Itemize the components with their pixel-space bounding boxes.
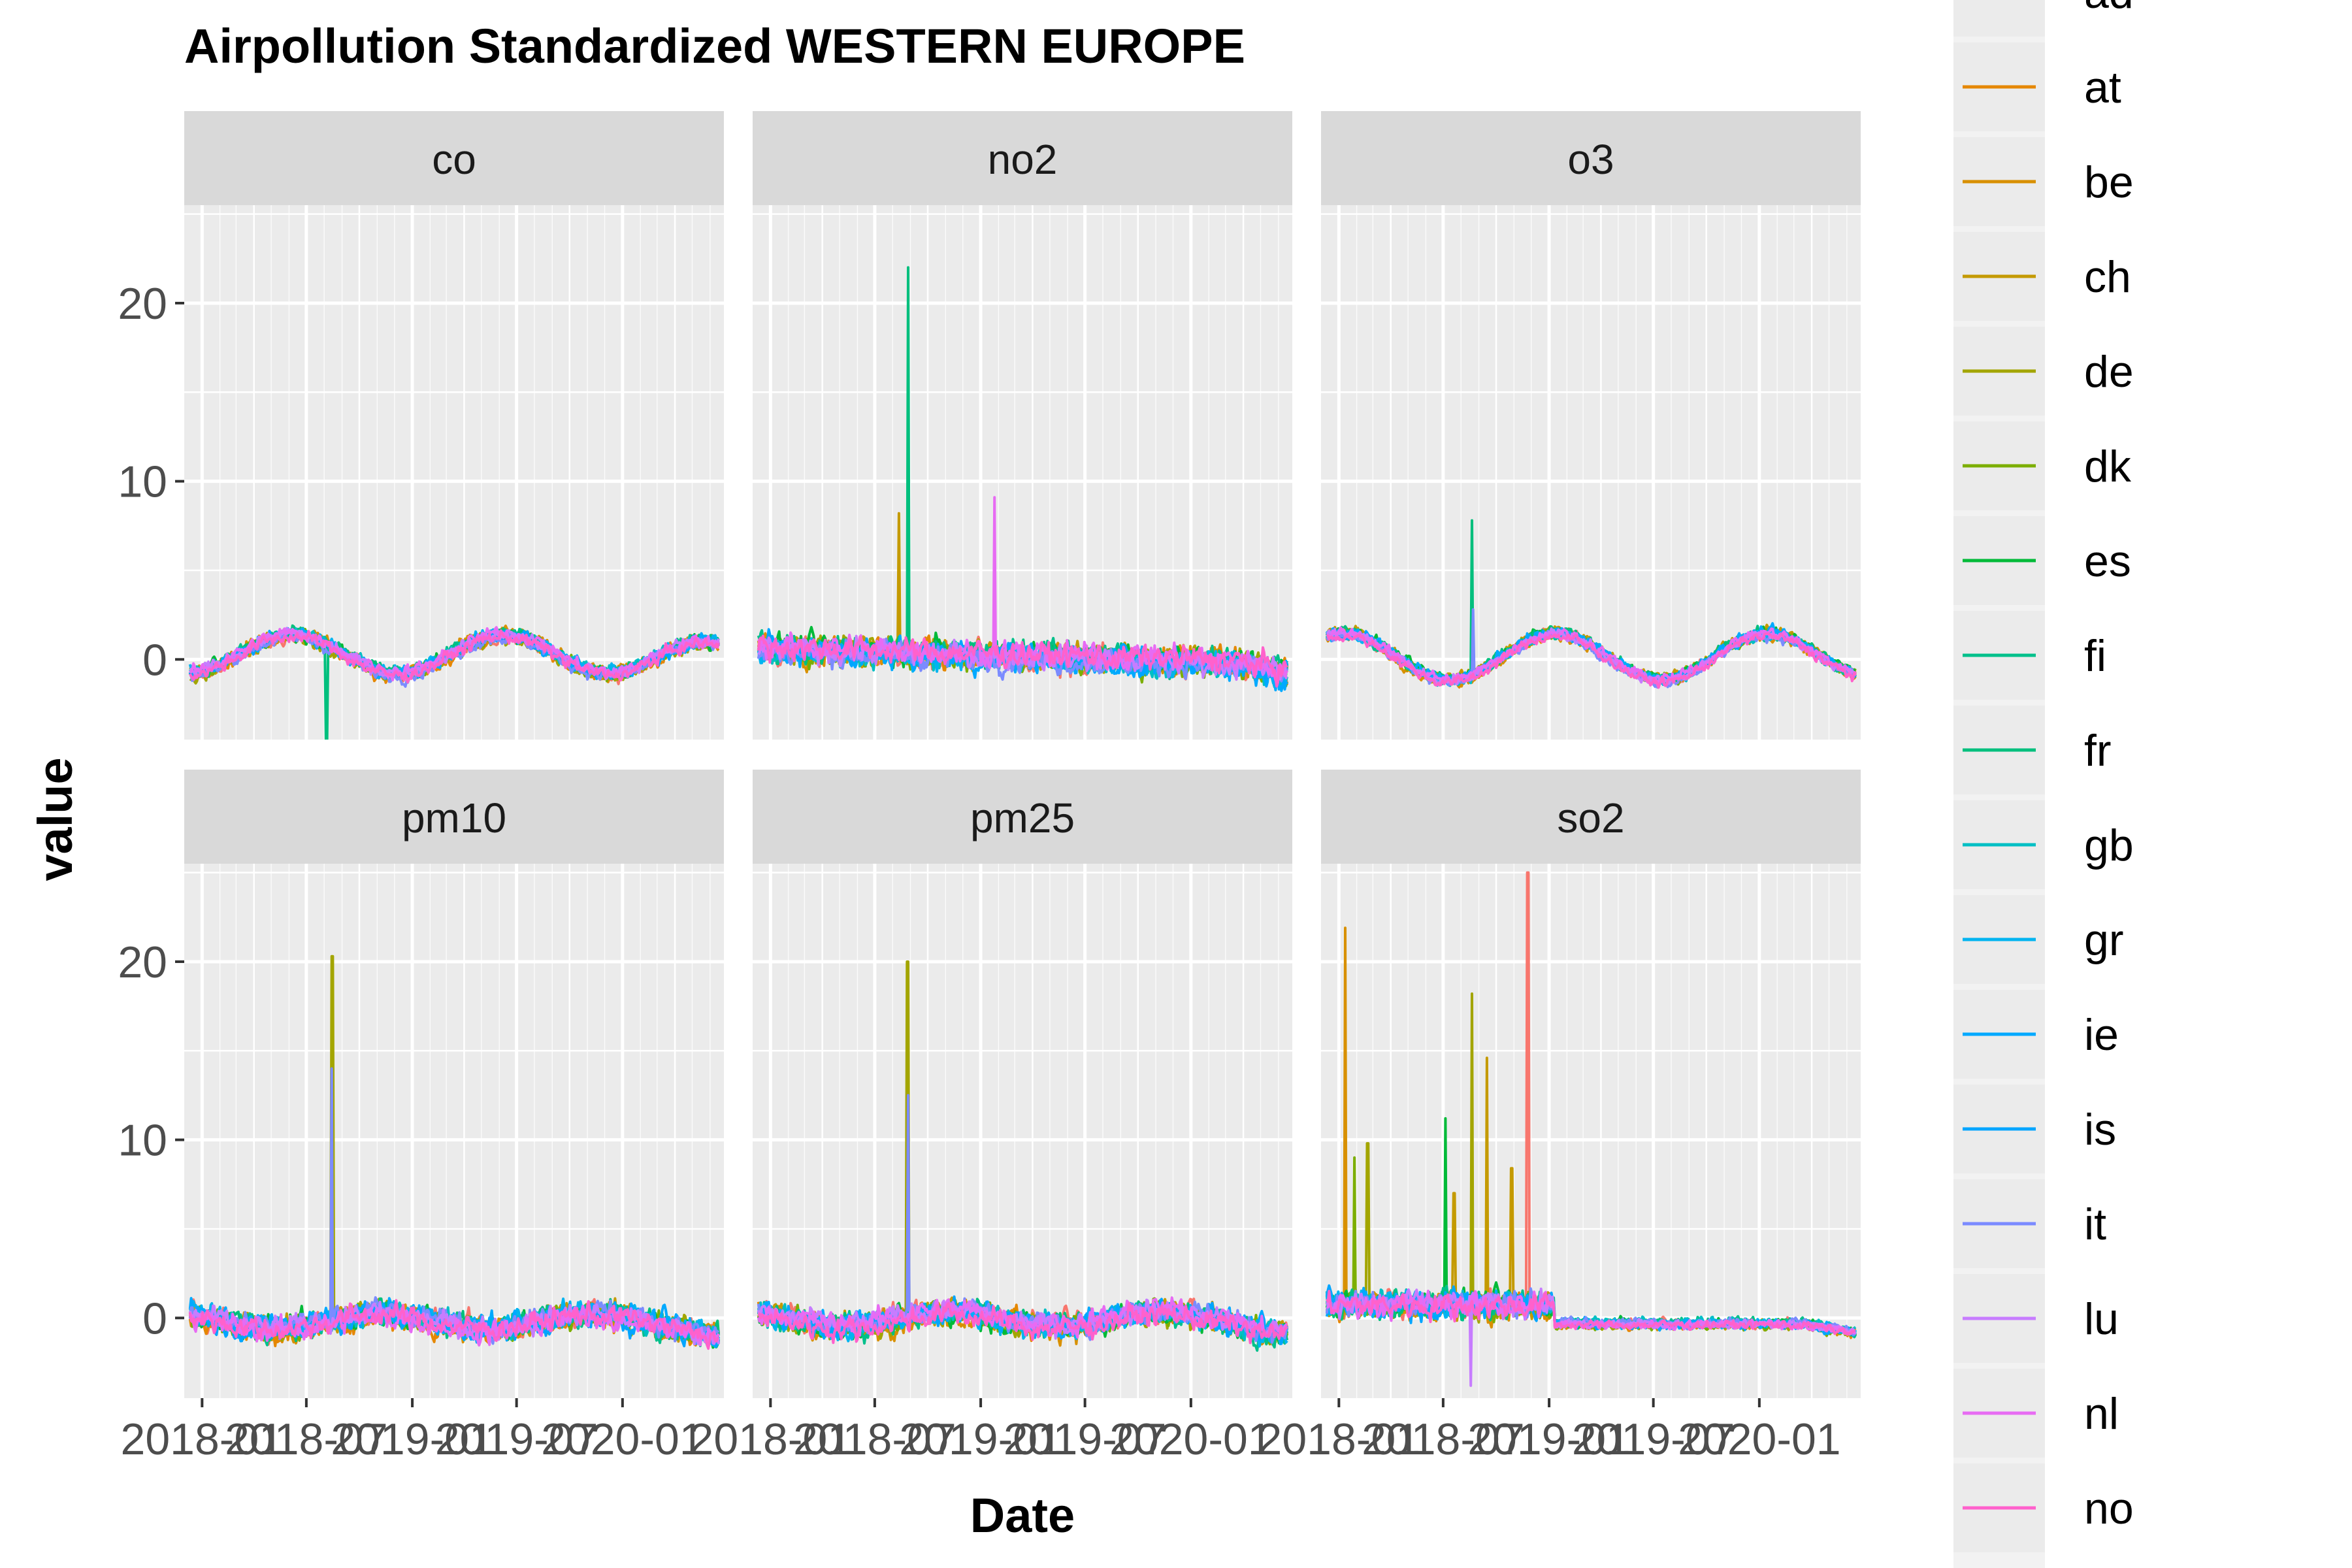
legend-item-it: it	[1953, 1179, 2106, 1268]
series-line-no	[1326, 632, 1857, 689]
x-tick-label: 2019-01	[899, 1414, 1062, 1464]
facet-strip	[753, 770, 1292, 864]
series-lines	[188, 624, 721, 740]
legend-label: ie	[2084, 1010, 2119, 1060]
series-line-no	[189, 629, 721, 684]
y-tick-label: 10	[118, 457, 167, 507]
series-lines	[757, 266, 1289, 693]
facet-strip	[1321, 111, 1861, 205]
x-tick-label: 2020-01	[541, 1414, 704, 1464]
legend-label: at	[2084, 63, 2121, 112]
legend-item-be: be	[1953, 137, 2134, 226]
y-axis-label: value	[28, 757, 82, 881]
legend-item-es: es	[1953, 516, 2131, 605]
series-lines	[1325, 871, 1857, 1387]
legend-item-is: is	[1953, 1085, 2116, 1173]
legend: ad at be ch de dk es fi fr gb gr ie is it lu nl no	[1953, 0, 2134, 1568]
legend-label: is	[2084, 1105, 2116, 1154]
x-tick-label: 2018-07	[793, 1414, 956, 1464]
legend-label: es	[2084, 536, 2131, 586]
y-tick-label: 0	[142, 1294, 167, 1343]
series-line-lu	[188, 1300, 721, 1346]
series-lines	[1325, 519, 1857, 689]
legend-label: dk	[2084, 442, 2132, 491]
facet-label: so2	[1557, 794, 1624, 841]
x-tick-label: 2020-01	[1678, 1414, 1841, 1464]
x-tick-label: 2018-01	[1258, 1414, 1421, 1464]
legend-item-no: no	[1953, 1463, 2134, 1552]
legend-item-ie: ie	[1953, 990, 2119, 1079]
legend-label: ch	[2084, 252, 2131, 302]
x-tick-label: 2019-01	[331, 1414, 494, 1464]
legend-label: gb	[2084, 821, 2134, 870]
x-axis-label: Date	[970, 1488, 1075, 1543]
y-tick-label: 10	[118, 1116, 167, 1166]
series-lines	[757, 960, 1289, 1352]
legend-label: no	[2084, 1484, 2134, 1533]
chart-title: Airpollution Standardized WESTERN EUROPE	[184, 19, 1245, 73]
facet-strip	[184, 770, 724, 864]
legend-label: lu	[2084, 1294, 2119, 1344]
series-line-no	[1326, 1290, 1856, 1336]
series-line-no	[757, 634, 1288, 688]
legend-label: ad	[2084, 0, 2134, 18]
x-tick-label: 2019-07	[1572, 1414, 1735, 1464]
facet-strip	[184, 111, 724, 205]
series-line-no	[757, 1301, 1288, 1345]
legend-key	[1953, 0, 2045, 37]
facet-strip	[753, 111, 1292, 205]
legend-item-gb: gb	[1953, 800, 2134, 889]
x-tick-label: 2019-07	[1004, 1414, 1167, 1464]
facet-panel-co: co 0 10 20	[118, 111, 724, 740]
legend-label: it	[2084, 1200, 2106, 1249]
legend-label: be	[2084, 157, 2134, 207]
legend-item-de: de	[1953, 327, 2134, 416]
facet-label: pm25	[970, 794, 1075, 841]
legend-item-at: at	[1953, 42, 2121, 131]
facet-strip	[1321, 770, 1861, 864]
x-tick-label: 2018-07	[1362, 1414, 1525, 1464]
facet-label: no2	[988, 136, 1058, 183]
x-tick-label: 2020-01	[1109, 1414, 1273, 1464]
legend-item-fr: fr	[1953, 706, 2112, 794]
x-tick-label: 2018-01	[689, 1414, 853, 1464]
series-line-no	[188, 1299, 719, 1350]
x-tick-label: 2019-07	[435, 1414, 598, 1464]
legend-item-nl: nl	[1953, 1369, 2119, 1458]
y-tick-label: 20	[118, 279, 167, 329]
x-tick-label: 2018-01	[121, 1414, 284, 1464]
series-lines	[188, 955, 721, 1350]
legend-item-lu: lu	[1953, 1274, 2119, 1363]
legend-item-gr: gr	[1953, 895, 2123, 984]
legend-label: gr	[2084, 915, 2123, 965]
legend-item-dk: dk	[1953, 421, 2132, 510]
legend-label: fr	[2084, 726, 2112, 776]
legend-label: nl	[2084, 1389, 2119, 1439]
legend-label: fi	[2084, 631, 2106, 681]
x-tick-label: 2019-01	[1467, 1414, 1631, 1464]
legend-item-ch: ch	[1953, 232, 2131, 321]
y-tick-label: 20	[118, 938, 167, 987]
y-tick-label: 0	[142, 635, 167, 685]
legend-label: de	[2084, 347, 2134, 397]
legend-item-fi: fi	[1953, 611, 2106, 700]
facet-panel-o3: o3	[1321, 111, 1861, 740]
x-tick-label: 2018-07	[225, 1414, 388, 1464]
facet-label: pm10	[402, 794, 506, 841]
facet-panel-pm10: pm10 0 10 20 2018-012018-072019-012019-07202…	[118, 770, 724, 1464]
legend-item-ad: ad	[1953, 0, 2134, 37]
series-line-nl	[757, 1296, 1288, 1339]
facet-panel-no2: no2	[753, 111, 1292, 740]
facet-label: co	[432, 136, 476, 183]
facet-label: o3	[1567, 136, 1614, 183]
